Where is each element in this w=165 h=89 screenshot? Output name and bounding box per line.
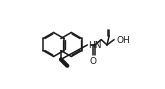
Text: OH: OH [117,36,131,45]
Text: HN: HN [88,41,101,50]
Text: O: O [89,57,96,66]
